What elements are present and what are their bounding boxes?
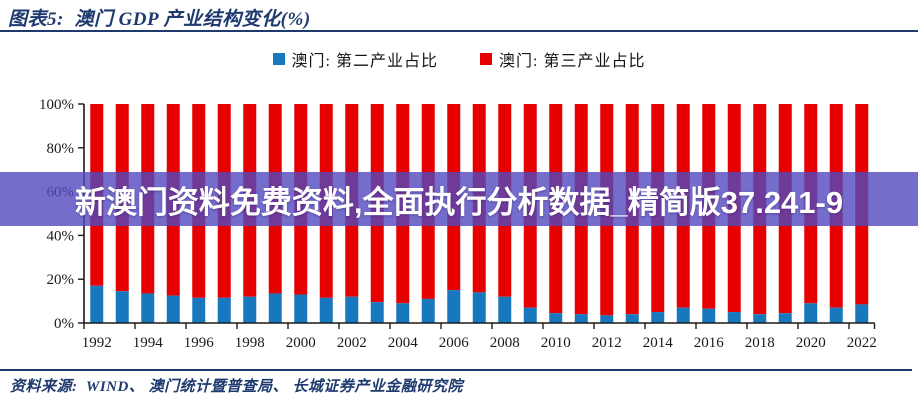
bar-2021-secondary [829, 307, 843, 323]
bar-2007-secondary [472, 292, 486, 323]
x-tick-label: 2018 [745, 335, 775, 351]
bar-2017-secondary [727, 312, 741, 323]
bar-2000-secondary [294, 294, 308, 323]
bar-2011-secondary [574, 314, 588, 323]
bar-2014-secondary [651, 312, 665, 323]
bar-2012-secondary [600, 315, 614, 323]
bar-1992-secondary [90, 285, 104, 323]
legend: 澳门: 第二产业占比 澳门: 第三产业占比 [0, 48, 918, 70]
bar-2009-secondary [523, 307, 537, 323]
bar-2010-secondary [549, 313, 563, 323]
x-tick-label: 2016 [694, 335, 725, 351]
bar-2006-secondary [447, 290, 461, 323]
source-note: 资料来源: WIND、 澳门统计暨普查局、 长城证券产业金融研究院 [10, 379, 463, 395]
legend-item-secondary: 澳门: 第二产业占比 [272, 47, 438, 71]
bar-2013-secondary [625, 314, 639, 323]
y-tick-label: 20% [47, 272, 75, 288]
x-tick-label: 2006 [439, 335, 470, 351]
bar-1994-secondary [141, 293, 155, 323]
bar-1997-secondary [217, 297, 231, 323]
y-tick-label: 40% [47, 228, 75, 244]
bar-2019-secondary [778, 313, 792, 323]
x-tick-label: 2010 [541, 335, 571, 351]
bar-1996-secondary [192, 297, 206, 323]
footer-rule [0, 369, 912, 371]
x-tick-label: 2020 [796, 335, 826, 351]
bar-2018-secondary [753, 314, 767, 323]
x-tick-label: 1994 [133, 335, 164, 351]
x-tick-label: 1992 [82, 335, 112, 351]
bar-2005-secondary [421, 298, 435, 323]
legend-item-tertiary: 澳门: 第三产业占比 [480, 47, 645, 71]
legend-swatch-secondary-icon [272, 53, 285, 65]
bar-2020-secondary [804, 303, 818, 323]
x-tick-label: 2000 [286, 335, 316, 351]
title-underline [0, 30, 918, 32]
x-tick-label: 2008 [490, 335, 520, 351]
bar-2001-secondary [319, 297, 333, 323]
legend-label-tertiary: 澳门: 第三产业占比 [499, 53, 646, 70]
bar-1998-secondary [243, 296, 257, 323]
x-tick-label: 2014 [643, 335, 674, 351]
y-tick-label: 0% [54, 316, 74, 332]
bar-1995-secondary [166, 295, 180, 323]
x-tick-label: 1998 [235, 335, 265, 351]
watermark-overlay-banner[interactable]: 新澳门资料免费资料,全面执行分析数据_精简版37.241-9 [0, 172, 918, 226]
bar-2002-secondary [345, 296, 359, 323]
y-tick-label: 100% [39, 97, 74, 113]
bar-2008-secondary [498, 296, 512, 323]
y-tick-label: 80% [47, 141, 75, 157]
x-tick-label: 2012 [592, 335, 622, 351]
bar-1993-secondary [115, 291, 129, 323]
bar-2022-secondary [855, 304, 869, 323]
bar-2015-secondary [676, 307, 690, 323]
x-tick-label: 2022 [847, 335, 877, 351]
bar-1999-secondary [268, 293, 282, 323]
x-tick-label: 1996 [184, 335, 215, 351]
watermark-text: 新澳门资料免费资料,全面执行分析数据_精简版37.241-9 [74, 184, 844, 220]
x-tick-label: 2004 [388, 335, 419, 351]
chart-title: 图表5: 澳门 GDP 产业结构变化(%) [8, 9, 311, 30]
bar-2016-secondary [702, 308, 716, 323]
legend-swatch-tertiary-icon [480, 53, 492, 65]
x-tick-label: 2002 [337, 335, 367, 351]
bar-2004-secondary [396, 303, 410, 323]
legend-label-secondary: 澳门: 第二产业占比 [291, 53, 438, 70]
bar-2003-secondary [370, 302, 384, 323]
